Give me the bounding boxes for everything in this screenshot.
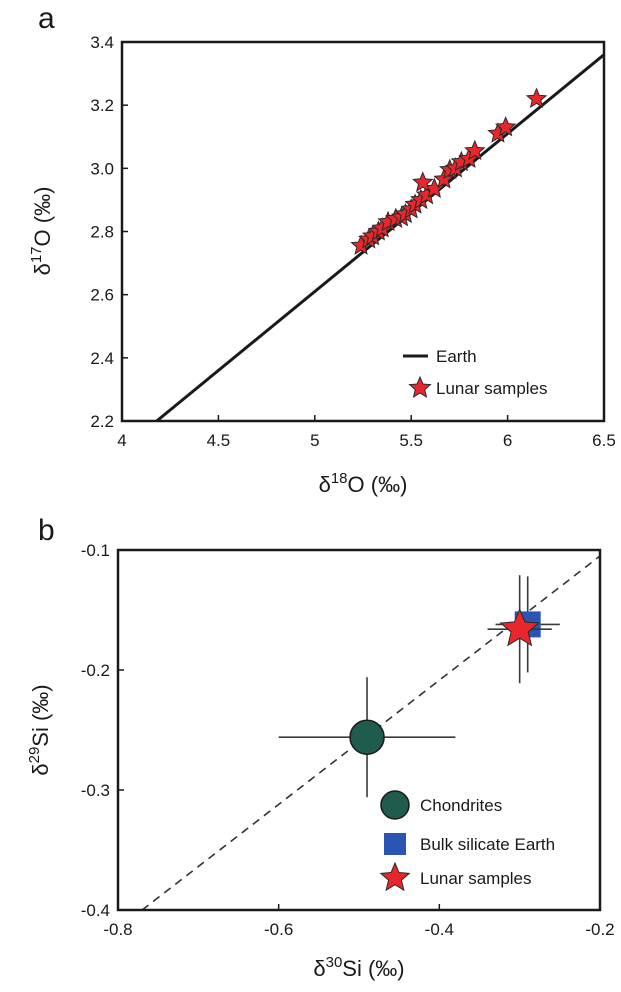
panel-a-x-tick-label: 4.5: [207, 431, 231, 450]
panel-b-x-axis-label: δ30Si (‰): [313, 954, 404, 981]
panel-b-y-tick-label: -0.4: [81, 901, 110, 920]
panel-a-y-tick-label: 3.2: [90, 96, 114, 115]
panel-b-x-tick-label: -0.6: [264, 920, 293, 939]
panel-b-legend-lunar-swatch: [379, 861, 411, 892]
panel-a-y-tick-label: 2.8: [90, 223, 114, 242]
panel-b-lunar-marker: [499, 607, 540, 647]
panel-a-lunar-star: [525, 87, 548, 108]
panel-a: a 4 4.5 5 5.5 6 6.5 2.2 2.4 2.6 2.8 3.0 3.2 3.4 δ18O…: [28, 2, 616, 497]
panel-a-x-tick-label: 5: [310, 431, 319, 450]
panel-a-legend-earth-label: Earth: [436, 347, 477, 366]
panel-a-markers: [350, 87, 548, 255]
panel-b-x-tick-label: -0.2: [585, 920, 614, 939]
panel-b-chondrites-marker: [349, 719, 385, 755]
panel-b-y-tick-label: -0.3: [81, 781, 110, 800]
panel-b-y-axis-label: δ29Si (‰): [26, 684, 53, 775]
panel-a-y-tick-label: 3.0: [90, 159, 114, 178]
panel-a-x-tick-label: 6: [503, 431, 512, 450]
panel-a-ticks: 4 4.5 5 5.5 6 6.5 2.2 2.4 2.6 2.8 3.0 3.2 3.4: [90, 33, 615, 450]
panel-a-lunar-star: [494, 115, 517, 137]
panel-a-x-tick-label: 6.5: [592, 431, 616, 450]
panel-a-lunar-star: [412, 171, 434, 192]
panel-a-lines: [155, 53, 604, 421]
panel-b-legend-chondrites-swatch: [380, 790, 410, 820]
panel-a-y-tick-label: 3.4: [90, 33, 114, 52]
panel-a-x-tick-label: 5.5: [399, 431, 423, 450]
panel-b-ticks: -0.8 -0.6 -0.4 -0.2 -0.4 -0.3 -0.2 -0.1: [81, 541, 615, 939]
panel-b-legend-lunar-label: Lunar samples: [420, 869, 532, 888]
panel-a-legend: Earth Lunar samples: [403, 347, 548, 398]
panel-a-y-axis-label: δ17O (‰): [28, 187, 55, 276]
panel-a-x-axis-label: δ18O (‰): [319, 470, 408, 497]
panel-a-legend-lunar-label: Lunar samples: [436, 379, 548, 398]
panel-b-x-tick-label: -0.4: [425, 920, 454, 939]
panel-b-legend-bse-swatch: [384, 833, 406, 855]
panel-a-x-tick-label: 4: [117, 431, 126, 450]
panel-a-y-tick-label: 2.4: [90, 349, 114, 368]
panel-b-x-tick-label: -0.8: [103, 920, 132, 939]
panel-a-y-tick-label: 2.6: [90, 286, 114, 305]
panel-a-letter: a: [38, 2, 55, 35]
panel-b: b -0.8 -0.6 -0.4 -0.2 -0.4 -0.3 -0.2 -0.1 δ30Si…: [26, 514, 615, 981]
panel-b-markers: [278, 575, 560, 798]
panel-a-y-tick-label: 2.2: [90, 412, 114, 431]
panel-a-legend-lunar-swatch: [408, 375, 432, 398]
panel-a-earth-line: [155, 53, 604, 421]
panel-b-legend: Chondrites Bulk silicate Earth Lunar sampl…: [379, 790, 555, 892]
panel-b-frame: [116, 548, 602, 912]
panel-b-legend-bse-label: Bulk silicate Earth: [420, 835, 555, 854]
panel-b-letter: b: [38, 514, 55, 547]
panel-b-y-tick-label: -0.1: [81, 541, 110, 560]
panel-b-legend-chondrites-label: Chondrites: [420, 796, 502, 815]
panel-a-lunar-star: [464, 139, 486, 161]
panel-b-y-tick-label: -0.2: [81, 661, 110, 680]
